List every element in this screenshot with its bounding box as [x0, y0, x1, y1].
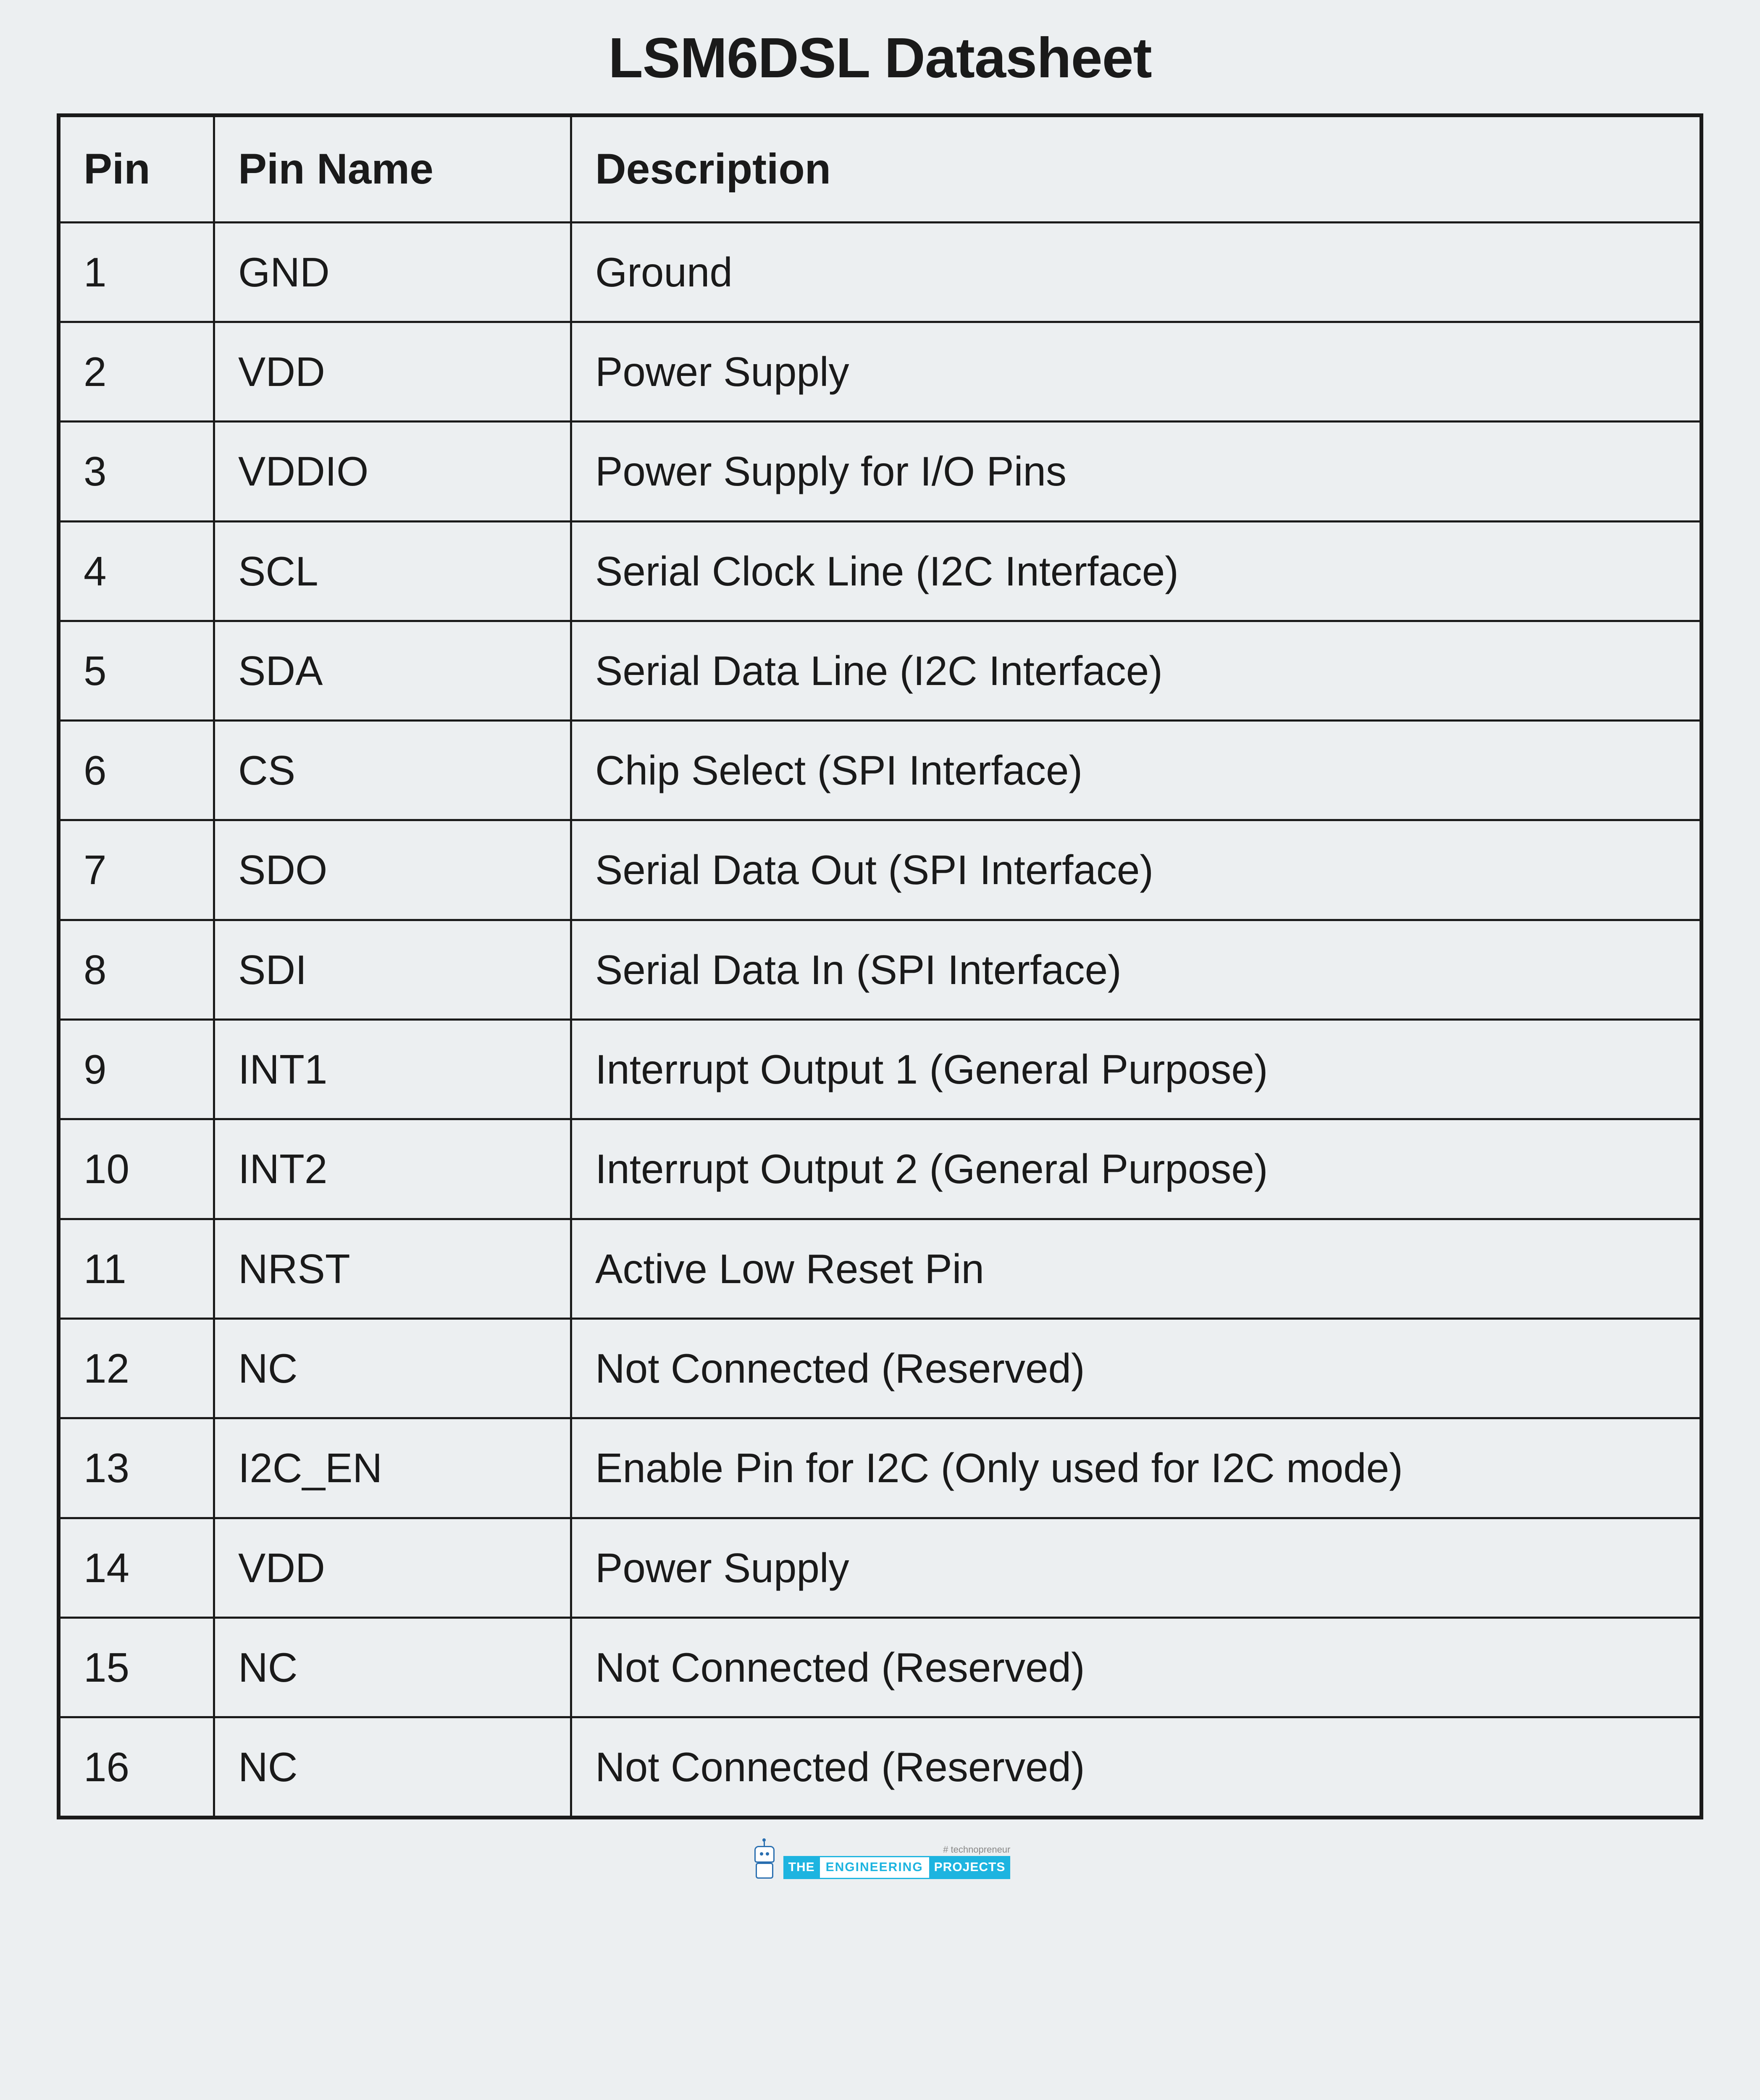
cell-pin: 10	[59, 1119, 214, 1219]
logo-part-the: THE	[783, 1856, 820, 1879]
cell-description: Power Supply	[571, 1518, 1702, 1617]
cell-description: Interrupt Output 2 (General Purpose)	[571, 1119, 1702, 1219]
cell-pin: 8	[59, 920, 214, 1019]
robot-icon	[750, 1843, 779, 1880]
cell-pin: 16	[59, 1717, 214, 1818]
cell-pin: 4	[59, 521, 214, 621]
cell-pin-name: SCL	[214, 521, 571, 621]
cell-description: Power Supply	[571, 322, 1702, 421]
cell-pin-name: NC	[214, 1617, 571, 1717]
cell-pin: 6	[59, 721, 214, 820]
cell-pin-name: I2C_EN	[214, 1418, 571, 1518]
table-row: 8 SDI Serial Data In (SPI Interface)	[59, 920, 1702, 1019]
cell-pin: 12	[59, 1318, 214, 1418]
table-row: 15 NC Not Connected (Reserved)	[59, 1617, 1702, 1717]
cell-description: Interrupt Output 1 (General Purpose)	[571, 1020, 1702, 1119]
cell-pin: 11	[59, 1219, 214, 1318]
page-title: LSM6DSL Datasheet	[608, 25, 1151, 90]
cell-pin: 2	[59, 322, 214, 421]
cell-pin-name: INT2	[214, 1119, 571, 1219]
cell-description: Chip Select (SPI Interface)	[571, 721, 1702, 820]
cell-pin: 3	[59, 422, 214, 521]
logo-part-engineering: ENGINEERING	[820, 1856, 929, 1879]
datasheet-table: Pin Pin Name Description 1 GND Ground 2 …	[57, 113, 1703, 1819]
table-row: 7 SDO Serial Data Out (SPI Interface)	[59, 820, 1702, 920]
cell-pin: 7	[59, 820, 214, 920]
cell-description: Serial Data Line (I2C Interface)	[571, 621, 1702, 720]
cell-pin: 14	[59, 1518, 214, 1617]
table-row: 16 NC Not Connected (Reserved)	[59, 1717, 1702, 1818]
logo-box: # technopreneur THE ENGINEERING PROJECTS	[783, 1844, 1011, 1879]
cell-pin: 1	[59, 222, 214, 322]
cell-description: Active Low Reset Pin	[571, 1219, 1702, 1318]
cell-description: Power Supply for I/O Pins	[571, 422, 1702, 521]
table-row: 9 INT1 Interrupt Output 1 (General Purpo…	[59, 1020, 1702, 1119]
cell-pin-name: SDI	[214, 920, 571, 1019]
cell-pin-name: VDDIO	[214, 422, 571, 521]
page-container: LSM6DSL Datasheet Pin Pin Name Descripti…	[29, 25, 1731, 1880]
footer-logo: # technopreneur THE ENGINEERING PROJECTS	[750, 1843, 1011, 1880]
table-row: 4 SCL Serial Clock Line (I2C Interface)	[59, 521, 1702, 621]
table-row: 3 VDDIO Power Supply for I/O Pins	[59, 422, 1702, 521]
table-row: 13 I2C_EN Enable Pin for I2C (Only used …	[59, 1418, 1702, 1518]
cell-description: Serial Data Out (SPI Interface)	[571, 820, 1702, 920]
cell-pin-name: CS	[214, 721, 571, 820]
cell-pin: 5	[59, 621, 214, 720]
cell-description: Not Connected (Reserved)	[571, 1717, 1702, 1818]
cell-description: Ground	[571, 222, 1702, 322]
cell-pin-name: SDO	[214, 820, 571, 920]
table-row: 11 NRST Active Low Reset Pin	[59, 1219, 1702, 1318]
cell-pin-name: NC	[214, 1318, 571, 1418]
table-row: 12 NC Not Connected (Reserved)	[59, 1318, 1702, 1418]
cell-pin-name: VDD	[214, 1518, 571, 1617]
cell-description: Not Connected (Reserved)	[571, 1318, 1702, 1418]
cell-description: Enable Pin for I2C (Only used for I2C mo…	[571, 1418, 1702, 1518]
table-row: 10 INT2 Interrupt Output 2 (General Purp…	[59, 1119, 1702, 1219]
table-row: 14 VDD Power Supply	[59, 1518, 1702, 1617]
table-row: 2 VDD Power Supply	[59, 322, 1702, 421]
table-header-description: Description	[571, 116, 1702, 223]
cell-pin: 9	[59, 1020, 214, 1119]
cell-pin-name: NC	[214, 1717, 571, 1818]
cell-pin-name: INT1	[214, 1020, 571, 1119]
table-row: 6 CS Chip Select (SPI Interface)	[59, 721, 1702, 820]
cell-pin: 15	[59, 1617, 214, 1717]
cell-description: Serial Data In (SPI Interface)	[571, 920, 1702, 1019]
logo-part-projects: PROJECTS	[929, 1856, 1011, 1879]
table-row: 1 GND Ground	[59, 222, 1702, 322]
logo-main: THE ENGINEERING PROJECTS	[783, 1856, 1011, 1879]
cell-pin-name: NRST	[214, 1219, 571, 1318]
table-row: 5 SDA Serial Data Line (I2C Interface)	[59, 621, 1702, 720]
table-header-row: Pin Pin Name Description	[59, 116, 1702, 223]
cell-pin-name: SDA	[214, 621, 571, 720]
cell-pin-name: VDD	[214, 322, 571, 421]
cell-description: Not Connected (Reserved)	[571, 1617, 1702, 1717]
cell-description: Serial Clock Line (I2C Interface)	[571, 521, 1702, 621]
cell-pin: 13	[59, 1418, 214, 1518]
table-header-pin-name: Pin Name	[214, 116, 571, 223]
cell-pin-name: GND	[214, 222, 571, 322]
table-header-pin: Pin	[59, 116, 214, 223]
logo-tagline: # technopreneur	[783, 1844, 1011, 1855]
